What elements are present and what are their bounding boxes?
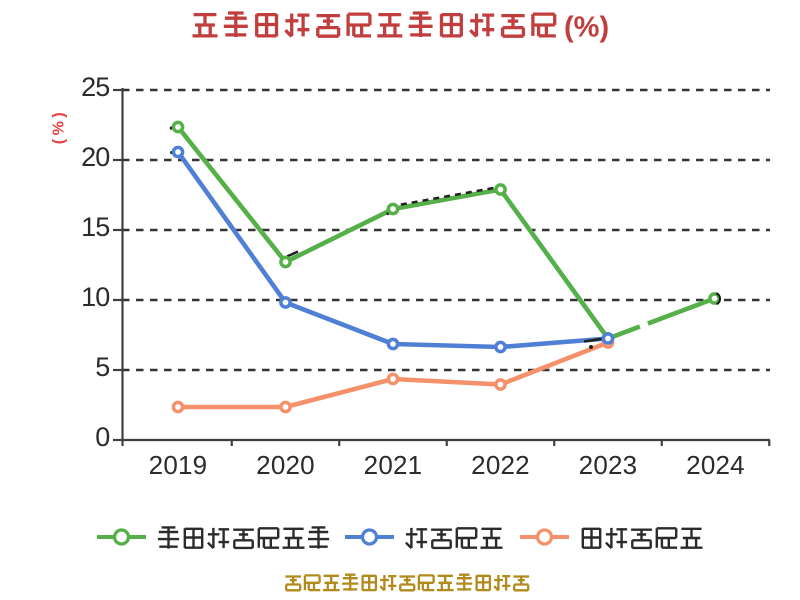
svg-text:2024: 2024 <box>686 450 745 480</box>
svg-text:25: 25 <box>81 72 109 102</box>
svg-text:2020: 2020 <box>256 450 315 480</box>
svg-text:2023: 2023 <box>579 450 638 480</box>
svg-text:0: 0 <box>95 422 109 452</box>
svg-text:20: 20 <box>81 142 109 172</box>
svg-text:(%): (%) <box>564 12 609 44</box>
svg-text:5: 5 <box>95 352 109 382</box>
svg-text:(%): (%) <box>51 109 68 144</box>
svg-text:2022: 2022 <box>471 450 530 480</box>
svg-text:10: 10 <box>81 282 109 312</box>
svg-text:2021: 2021 <box>364 450 423 480</box>
svg-text:15: 15 <box>81 212 109 242</box>
svg-text:2019: 2019 <box>149 450 208 480</box>
